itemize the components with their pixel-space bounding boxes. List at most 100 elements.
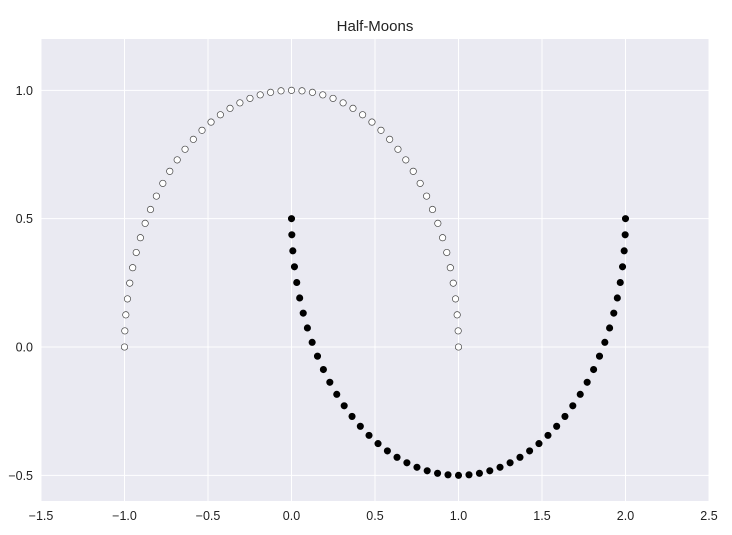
data-point [621,231,629,239]
data-point [216,111,224,119]
data-point [443,248,451,257]
data-point [403,459,411,467]
data-point [569,402,577,410]
data-point [256,91,264,99]
data-point [428,205,437,214]
y-tick-label: 1.0 [16,84,33,98]
data-point [616,278,624,287]
x-axis-tick-labels: −1.5 −1.0 −0.5 0.0 0.5 1.0 1.5 2.0 2.5 [29,509,718,523]
data-point [413,463,421,471]
data-point [576,390,584,398]
data-point [526,447,534,455]
data-point [120,343,129,351]
data-point [590,365,598,374]
data-point [377,126,385,134]
data-point [454,343,463,351]
data-point [423,467,431,475]
data-point [621,215,630,223]
data-point [298,87,306,95]
data-point [308,88,316,96]
data-point [123,295,132,303]
data-point [121,327,129,335]
x-tick-label: −1.0 [112,509,137,523]
data-point [506,459,514,467]
data-point [181,145,189,153]
data-point [129,264,137,272]
data-point [451,295,460,303]
x-tick-label: 0.0 [283,509,300,523]
data-point [236,99,244,107]
data-point [386,135,394,143]
series-2-points [287,215,630,479]
data-point [449,279,457,287]
data-series [120,86,630,479]
series-1-points [120,86,463,351]
y-tick-label: 0.5 [16,212,33,226]
data-point [267,88,275,96]
data-point [308,338,316,346]
data-point [226,104,234,112]
data-point [136,234,144,242]
grid-lines [40,39,710,501]
x-tick-label: 2.5 [700,509,717,523]
data-point [486,467,494,475]
data-point [610,309,618,317]
data-point [444,471,452,479]
data-point [553,422,561,430]
data-point [453,311,461,319]
data-point [359,111,367,119]
x-tick-label: 1.5 [533,509,550,523]
data-point [561,412,569,420]
data-point [516,453,524,461]
y-tick-label: 0.0 [16,341,33,355]
x-tick-label: 0.5 [366,509,383,523]
data-point [349,104,357,112]
data-point [290,263,299,271]
data-point [465,471,473,479]
data-point [595,352,604,360]
y-axis-tick-labels: −0.5 0.0 0.5 1.0 [8,84,33,483]
data-point [289,247,297,255]
chart-title: Half-Moons [337,18,414,35]
data-point [293,278,301,287]
x-tick-label: 1.0 [450,509,467,523]
data-point [434,219,442,227]
data-point [299,309,307,317]
data-point [303,324,311,332]
data-point [288,231,296,239]
data-point [339,99,347,107]
data-point [394,145,402,153]
data-point [416,179,424,187]
x-tick-label: −1.5 [29,509,54,523]
x-tick-label: −0.5 [196,509,221,523]
data-point [601,338,609,346]
data-point [446,264,454,272]
data-point [141,219,149,227]
data-point [173,156,181,164]
data-point [319,91,327,99]
data-point [356,422,364,430]
data-point [606,324,614,332]
data-point [348,412,356,420]
data-point [166,167,174,175]
data-point [246,94,254,102]
data-point [287,86,296,94]
data-point [434,469,442,477]
data-point [454,471,463,479]
data-point [287,215,296,223]
data-point [319,365,327,374]
data-point [475,469,483,477]
data-point [402,156,410,164]
x-tick-label: 2.0 [617,509,634,523]
data-point [613,294,621,302]
data-point [423,192,431,200]
data-point [544,431,552,439]
data-point [198,126,206,134]
data-point [132,248,140,257]
data-point [496,463,504,471]
y-tick-label: −0.5 [8,469,33,483]
data-point [365,431,373,439]
data-point [146,205,155,214]
